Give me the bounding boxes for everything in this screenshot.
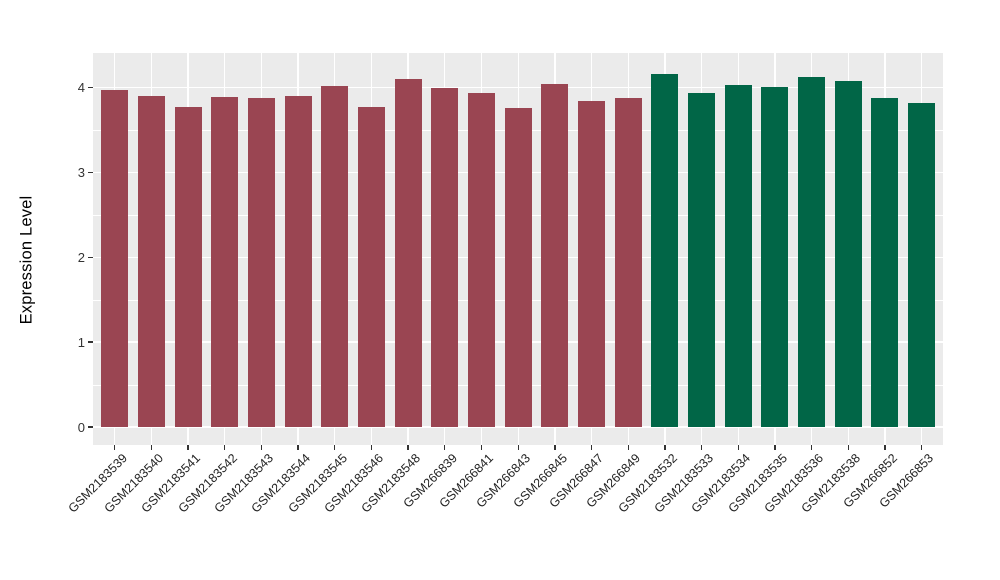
x-tick-mark — [517, 445, 519, 450]
bar-GSM266845 — [541, 84, 569, 427]
y-tick-label: 3 — [77, 164, 85, 180]
x-tick-mark — [334, 445, 336, 450]
x-tick-mark — [444, 445, 446, 450]
bar-GSM2183533 — [688, 93, 716, 427]
x-tick-mark — [921, 445, 923, 450]
bar-GSM2183540 — [137, 95, 165, 427]
bar-GSM2183543 — [247, 97, 275, 427]
x-tick-mark — [737, 445, 739, 450]
bar-GSM266843 — [504, 107, 532, 427]
bar-GSM266852 — [871, 97, 899, 427]
bar-GSM2183532 — [651, 73, 679, 427]
x-tick-mark — [774, 445, 776, 450]
plot-panel — [93, 53, 943, 445]
x-tick-mark — [810, 445, 813, 450]
bar-GSM2183542 — [211, 96, 239, 427]
bar-GSM2183548 — [394, 78, 422, 427]
y-tick-mark — [88, 426, 93, 428]
bar-GSM2183535 — [761, 87, 789, 427]
y-major-gridline — [93, 426, 943, 428]
x-tick-mark — [114, 445, 116, 450]
x-tick-mark — [554, 445, 556, 450]
bar-GSM2183541 — [174, 106, 202, 427]
bar-GSM2183544 — [284, 95, 312, 427]
x-tick-mark — [480, 445, 483, 450]
y-tick-mark — [88, 341, 93, 343]
bar-GSM266853 — [908, 102, 936, 427]
y-tick-label: 1 — [77, 334, 85, 350]
x-tick-mark — [664, 445, 666, 450]
x-tick-mark — [627, 445, 629, 450]
bar-GSM2183546 — [357, 106, 385, 427]
bar-GSM2183536 — [798, 77, 826, 427]
x-tick-mark — [407, 445, 409, 450]
x-tick-mark — [590, 445, 593, 450]
x-tick-mark — [847, 445, 849, 450]
bar-GSM266847 — [578, 100, 606, 427]
bar-GSM2183538 — [834, 81, 862, 427]
y-tick-label: 4 — [77, 79, 85, 95]
y-tick-mark — [88, 86, 93, 89]
bar-GSM2183545 — [321, 85, 349, 427]
bar-GSM266849 — [614, 98, 642, 427]
bar-GSM2183534 — [724, 84, 752, 427]
y-tick-mark — [88, 171, 93, 173]
x-tick-mark — [884, 445, 886, 450]
x-tick-mark — [370, 445, 373, 450]
x-tick-mark — [297, 445, 299, 450]
y-tick-mark — [88, 256, 93, 258]
bar-GSM266839 — [431, 88, 459, 427]
x-tick-mark — [700, 445, 703, 450]
y-tick-label: 2 — [77, 249, 85, 265]
x-tick-mark — [150, 445, 153, 450]
x-tick-mark — [224, 445, 226, 450]
y-tick-label: 0 — [77, 419, 85, 435]
y-major-gridline — [93, 86, 943, 89]
bar-GSM2183539 — [101, 89, 129, 427]
x-tick-mark — [187, 445, 189, 450]
bar-GSM266841 — [468, 93, 495, 427]
x-tick-mark — [260, 445, 263, 450]
